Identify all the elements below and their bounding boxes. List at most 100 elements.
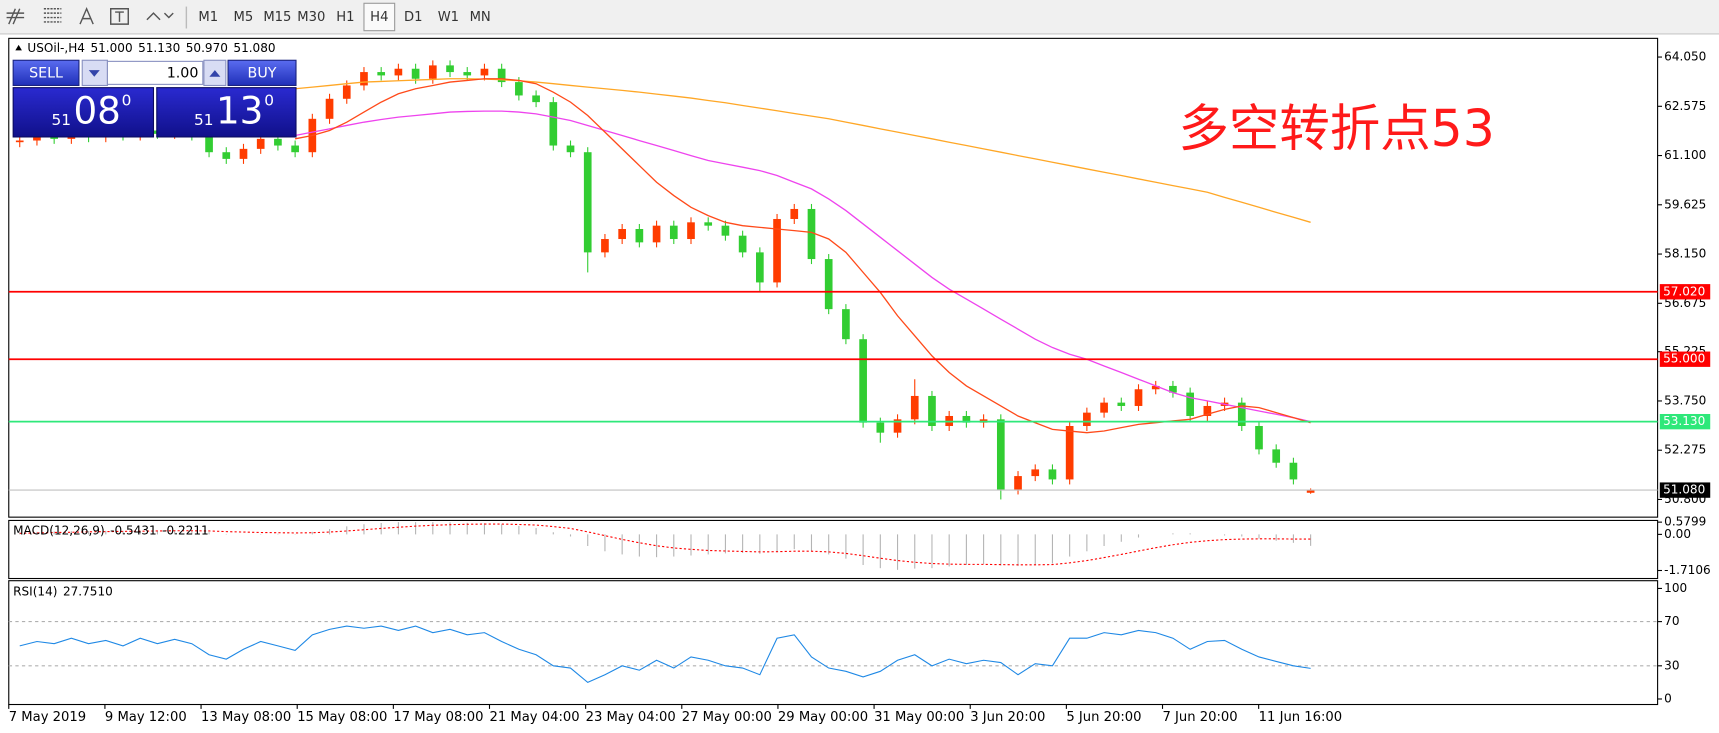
y-tick-label: 0.5799 (1664, 515, 1706, 529)
candle-body (893, 419, 902, 433)
y-tick-label: 59.625 (1664, 197, 1706, 211)
candle-body (1083, 412, 1091, 427)
candle-body (687, 222, 695, 240)
channel-icon[interactable] (43, 8, 62, 23)
candle-body (446, 65, 454, 73)
candle-body (15, 140, 24, 143)
timeframe-button[interactable]: W1 (438, 10, 459, 25)
candle-body (876, 422, 885, 433)
candle-body (1048, 469, 1057, 480)
timeframe-bar: M1 M5 M15 M30 H1 H4 D1 W1 MN (198, 2, 491, 32)
candle-body (996, 419, 1005, 490)
candle-body (704, 222, 713, 226)
candle-body (721, 225, 730, 236)
price-tag (1659, 284, 1711, 300)
timeframe-button[interactable]: M30 (297, 10, 325, 25)
price-tag-label: 53.130 (1663, 414, 1705, 428)
y-tick-label: 100 (1664, 581, 1687, 595)
y-tick-label: 53.750 (1664, 393, 1706, 407)
candle-body (377, 72, 386, 76)
timeframe-button[interactable]: M15 (263, 10, 291, 25)
candle-body (756, 252, 764, 283)
candle-body (807, 208, 816, 260)
candle-body (842, 309, 850, 340)
bid-big: 51 (52, 111, 72, 129)
arrows-icon[interactable] (146, 12, 174, 21)
buy-button[interactable] (227, 59, 297, 87)
bid-box[interactable] (12, 87, 155, 138)
fibo-icon[interactable] (6, 8, 25, 25)
y-tick-label: 62.575 (1664, 99, 1706, 113)
candle-body (1255, 426, 1263, 450)
x-tick-label: 23 May 04:00 (586, 710, 676, 725)
chart-header: USOil-,H4 51.000 51.130 50.970 51.080 (27, 41, 275, 55)
candle-body (256, 138, 265, 149)
lots-input[interactable] (106, 60, 204, 85)
price-tag (1659, 482, 1711, 498)
signal-line (19, 523, 1311, 566)
up-arrow (209, 70, 221, 77)
timeframe-button[interactable]: M5 (234, 10, 254, 25)
down-arrow (88, 70, 100, 77)
indicator-value: 27.7510 (63, 584, 113, 598)
timeframe-button[interactable]: H1 (336, 10, 354, 25)
symbol-icon (15, 44, 22, 51)
indicator-value: -0.5431 (110, 523, 157, 537)
x-tick-label: 31 May 00:00 (874, 710, 964, 725)
ohlc-label: 51.000 (90, 41, 132, 55)
candle-body (618, 229, 626, 240)
price-tag-label: 55.000 (1663, 352, 1705, 366)
candle-body (1065, 426, 1074, 480)
candle-body (738, 235, 747, 253)
timeframe-button[interactable]: D1 (404, 10, 422, 25)
ohlc-label: 51.130 (138, 41, 180, 55)
x-tick-label: 11 Jun 16:00 (1259, 710, 1343, 725)
candle-body (962, 415, 971, 423)
bid-figure: 08 (73, 88, 120, 132)
timeframe-button[interactable]: M1 (198, 10, 218, 25)
price-tag (1659, 351, 1711, 367)
candle-body (325, 98, 334, 119)
moving-average (294, 110, 1311, 423)
candle-body (1117, 402, 1126, 406)
label-icon[interactable] (110, 8, 129, 25)
y-tick-label: 0.00 (1664, 527, 1691, 541)
ohlc-label: 50.970 (186, 41, 228, 55)
x-tick-label: 17 May 08:00 (393, 710, 483, 725)
sell-button[interactable] (12, 59, 80, 87)
candle-body (1289, 462, 1298, 480)
moving-average (295, 78, 1311, 434)
candle-body (1134, 389, 1143, 406)
ask-big: 51 (194, 111, 214, 129)
sell-label: SELL (29, 65, 63, 81)
candle-body (1031, 469, 1040, 477)
candle-body (497, 68, 506, 83)
toolbar (0, 0, 1719, 34)
candle-body (463, 72, 472, 76)
x-tick-label: 27 May 00:00 (682, 710, 772, 725)
x-tick-label: 21 May 04:00 (489, 710, 579, 725)
panel (8, 37, 1659, 518)
y-tick-label: 0 (1664, 691, 1672, 705)
candle-body (635, 229, 644, 243)
candle-body (515, 82, 523, 96)
x-tick-label: 7 May 2019 (9, 710, 86, 725)
candle-body (1272, 449, 1281, 463)
timeframe-button[interactable]: MN (470, 10, 491, 25)
candle-body (928, 395, 936, 427)
indicator-title: MACD(12,26,9) -0.5431 -0.2211 (13, 523, 209, 537)
candle-body (549, 102, 558, 146)
y-tick-label: 52.275 (1664, 443, 1706, 457)
candle-body (1014, 476, 1022, 490)
timeframe-button[interactable]: H4 (370, 10, 388, 25)
x-tick-label: 3 Jun 20:00 (970, 710, 1045, 725)
candle-body (1237, 402, 1246, 427)
lots-value: 1.00 (167, 65, 199, 81)
panel (8, 580, 1659, 706)
candle-body (360, 72, 368, 86)
annotation: 多空转折点53 (1179, 99, 1495, 158)
price-tag-label: 57.020 (1663, 284, 1705, 298)
indicator-name: MACD(12,26,9) (13, 523, 105, 537)
text-icon[interactable] (79, 6, 94, 25)
ask-box[interactable] (156, 87, 297, 138)
